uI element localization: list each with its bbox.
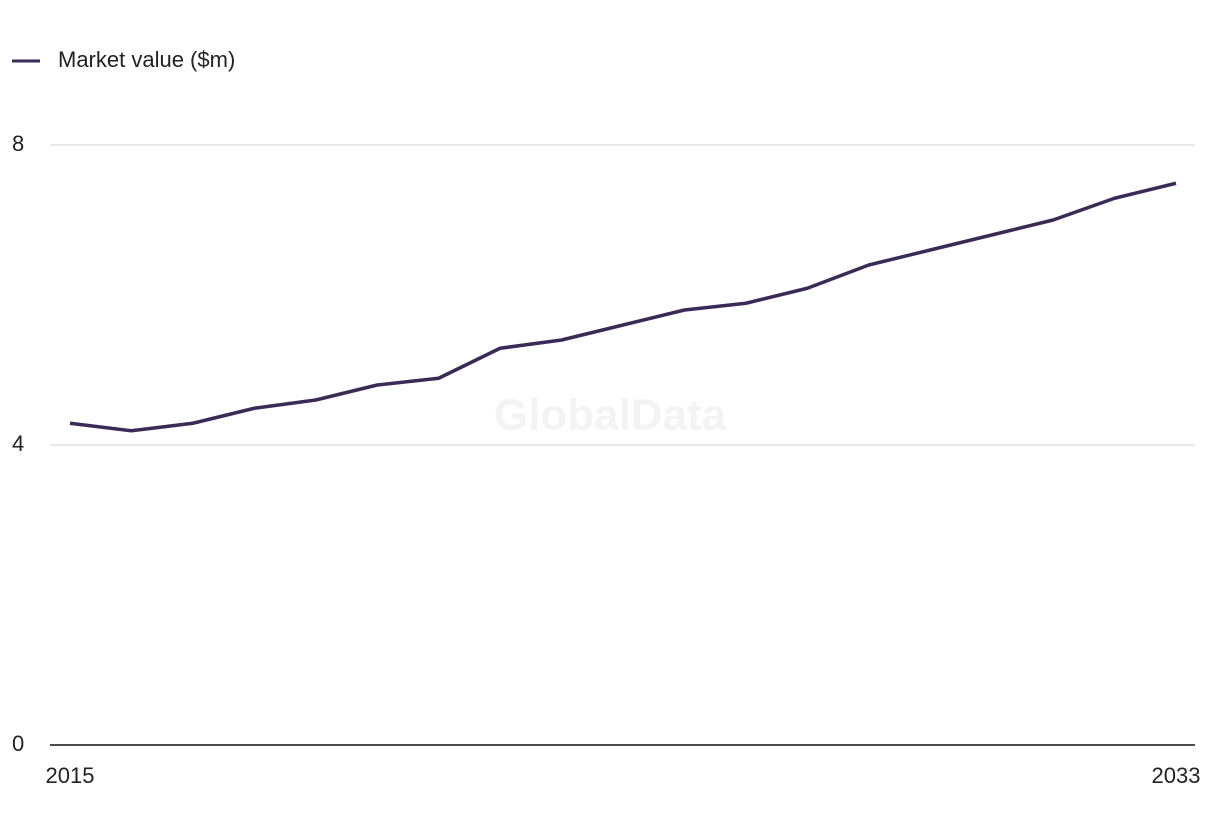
watermark: GlobalData [494, 391, 727, 440]
x-tick-label: 2015 [46, 763, 95, 788]
y-tick-label: 4 [12, 431, 24, 456]
legend-label: Market value ($m) [58, 47, 235, 72]
data-line [69, 181, 1177, 433]
y-tick-label: 0 [12, 731, 24, 756]
y-tick-label: 8 [12, 131, 24, 156]
x-tick-label: 2033 [1152, 763, 1201, 788]
